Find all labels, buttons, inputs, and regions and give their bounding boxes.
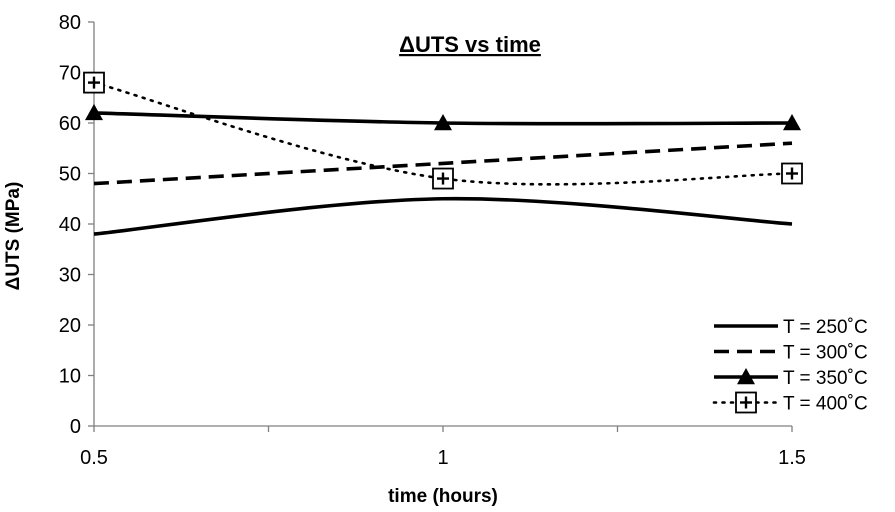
legend-label: T = 400˚C [783,394,868,415]
y-tick-label: 40 [59,214,81,236]
series-line [93,196,793,236]
x-tick-label: 1 [437,447,448,469]
y-tick-label: 50 [59,164,81,186]
legend: T = 250˚C T = 300˚C T = 350˚C T = 400˚C [712,317,868,415]
x-tick-label: 0.5 [80,447,108,469]
data-point [432,167,454,190]
legend-label: T = 300˚C [783,343,868,364]
legend-item: T = 350˚C [714,368,868,389]
legend-marker [737,368,755,385]
x-axis-title: time (hours) [388,486,498,507]
x-tick-label: 1.5 [778,447,806,469]
y-tick-label: 70 [59,63,81,85]
y-tick-label: 10 [59,366,81,388]
series-1 [93,196,793,236]
legend-marker [735,391,757,414]
legend-label: T = 250˚C [783,317,868,338]
y-tick-label: 30 [59,265,81,287]
y-tick-label: 60 [59,113,81,135]
series-4 [83,71,803,190]
series-line [93,141,793,186]
y-tick-label: 20 [59,315,81,337]
y-tick-label: 80 [59,12,81,34]
x-axis: 0.5 1 1.5 [80,425,806,469]
y-axis: 0 10 20 30 40 50 60 70 80 [59,12,95,438]
legend-label: T = 350˚C [783,368,868,389]
data-point [783,114,801,131]
legend-item: T = 400˚C [712,391,868,415]
data-point [83,71,105,94]
legend-item: T = 250˚C [714,317,868,338]
series-line [92,81,794,186]
series-2 [93,141,793,186]
series-3 [85,103,801,131]
data-point [85,103,103,121]
data-point [781,162,803,185]
series-layer [83,71,803,236]
y-tick-label: 0 [70,416,81,438]
data-point [434,114,452,131]
y-axis-title: ΔUTS (MPa) [3,182,24,291]
chart-title: ΔUTS vs time [399,32,541,57]
legend-item: T = 300˚C [714,343,868,364]
